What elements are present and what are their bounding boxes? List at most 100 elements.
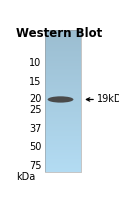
Bar xyxy=(45,171,81,172)
Bar xyxy=(45,140,81,141)
Text: 50: 50 xyxy=(29,143,42,152)
Bar xyxy=(45,164,81,165)
Bar xyxy=(45,133,81,134)
Text: 37: 37 xyxy=(29,124,42,134)
Bar xyxy=(45,135,81,137)
Bar xyxy=(45,147,81,149)
Bar xyxy=(45,89,81,91)
Bar xyxy=(45,108,81,109)
Bar xyxy=(45,121,81,123)
Bar xyxy=(45,70,81,71)
Bar xyxy=(45,33,81,35)
Text: 15: 15 xyxy=(29,77,42,87)
Bar xyxy=(45,94,81,95)
Bar xyxy=(45,143,81,144)
Ellipse shape xyxy=(48,96,73,103)
Bar xyxy=(45,154,81,156)
Bar xyxy=(45,167,81,169)
Bar xyxy=(45,153,81,155)
Bar xyxy=(45,103,81,105)
Bar xyxy=(45,160,81,162)
Bar xyxy=(45,78,81,80)
Bar xyxy=(45,49,81,50)
Bar xyxy=(45,107,81,108)
Bar xyxy=(45,44,81,45)
Bar xyxy=(45,100,81,101)
Bar xyxy=(45,101,81,102)
Bar xyxy=(45,113,81,114)
Bar xyxy=(45,96,81,98)
Bar xyxy=(45,54,81,55)
Bar xyxy=(45,84,81,86)
Bar xyxy=(45,50,81,51)
Bar xyxy=(45,63,81,64)
Bar xyxy=(45,43,81,44)
Bar xyxy=(45,51,81,52)
Bar xyxy=(45,46,81,48)
Bar xyxy=(45,123,81,125)
Bar xyxy=(45,144,81,145)
Bar xyxy=(45,170,81,171)
Bar xyxy=(45,119,81,120)
Bar xyxy=(45,138,81,139)
Bar xyxy=(45,97,81,99)
Bar xyxy=(45,120,81,121)
Bar xyxy=(45,58,81,60)
Bar xyxy=(45,35,81,36)
Bar xyxy=(45,128,81,130)
Bar xyxy=(45,166,81,167)
Bar xyxy=(45,87,81,88)
Bar xyxy=(45,71,81,73)
Bar xyxy=(45,102,81,103)
Bar xyxy=(45,69,81,70)
Bar xyxy=(45,122,81,124)
Bar xyxy=(45,59,81,61)
Bar xyxy=(45,157,81,158)
Bar xyxy=(45,30,81,31)
Bar xyxy=(45,161,81,163)
Bar xyxy=(45,111,81,112)
Bar xyxy=(45,151,81,152)
Bar xyxy=(45,91,81,93)
Bar xyxy=(45,38,81,39)
Bar xyxy=(45,48,81,49)
Bar xyxy=(45,64,81,66)
Bar xyxy=(45,52,81,54)
Bar xyxy=(45,141,81,143)
Bar xyxy=(45,114,81,115)
Bar xyxy=(45,145,81,146)
Bar xyxy=(45,55,81,56)
Bar xyxy=(45,99,81,100)
Bar xyxy=(45,165,81,166)
Text: 20: 20 xyxy=(29,94,42,104)
Bar xyxy=(45,155,81,157)
Bar xyxy=(45,104,81,106)
Bar xyxy=(45,112,81,113)
Bar xyxy=(45,45,81,47)
Bar xyxy=(45,74,81,75)
Bar xyxy=(45,125,81,126)
Bar xyxy=(45,32,81,34)
Bar xyxy=(45,95,81,96)
Bar xyxy=(45,75,81,76)
Bar xyxy=(45,93,81,94)
Bar xyxy=(45,67,81,68)
Bar xyxy=(45,81,81,82)
Bar xyxy=(45,169,81,170)
Bar xyxy=(45,163,81,164)
Bar xyxy=(45,146,81,147)
Bar xyxy=(45,82,81,83)
Bar xyxy=(45,152,81,153)
Bar xyxy=(45,65,81,67)
Bar xyxy=(45,68,81,69)
Bar xyxy=(45,30,81,172)
Bar xyxy=(45,31,81,32)
Bar xyxy=(45,72,81,74)
Bar xyxy=(45,39,81,41)
Text: Western Blot: Western Blot xyxy=(16,28,102,40)
Bar xyxy=(45,139,81,140)
Bar xyxy=(45,148,81,150)
Text: 75: 75 xyxy=(29,161,42,171)
Bar xyxy=(45,132,81,133)
Bar xyxy=(45,106,81,107)
